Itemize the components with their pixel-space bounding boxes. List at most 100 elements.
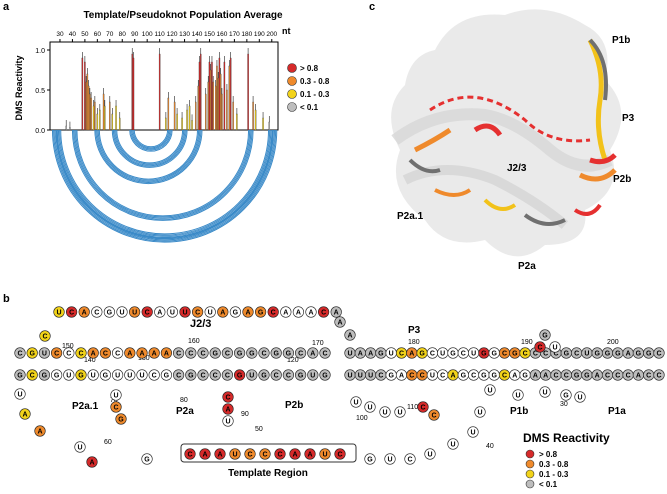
nucleotide-letter: U <box>477 410 482 417</box>
nt-number-180: 180 <box>408 339 420 346</box>
structure-illustration: P1b P3 J2/3 P2b P2a.1 P2a <box>391 9 635 272</box>
bar <box>262 117 264 131</box>
y-axis-label: DMS Reactivity <box>14 55 24 120</box>
x-tick-label: 120 <box>167 31 178 38</box>
nucleotide-letter: A <box>202 452 207 459</box>
nucleotide-letter: A <box>89 460 94 467</box>
dms-legend-label: > 0.8 <box>539 450 558 459</box>
bar <box>210 69 212 131</box>
bar <box>65 125 67 131</box>
nucleotide-letter: G <box>615 351 621 358</box>
nucleotide-letter: A <box>533 373 538 380</box>
secondary-structure-diagram: J2/3 P3 P2a.1 P2a P2b P1b P1a 150 160 17… <box>14 306 665 489</box>
nucleotide <box>184 448 196 460</box>
bar <box>252 101 254 131</box>
nucleotide-letter: G <box>584 373 590 380</box>
nucleotide-letter: G <box>286 351 292 358</box>
nucleotide-letter: A <box>82 310 87 317</box>
nucleotide <box>244 448 256 460</box>
nucleotide <box>53 306 65 318</box>
nucleotide <box>394 406 406 418</box>
nucleotide <box>103 306 115 318</box>
nucleotide-letter: A <box>22 412 27 419</box>
nucleotide <box>75 369 87 381</box>
x-tick-label: 50 <box>81 31 89 38</box>
nucleotide <box>116 306 128 318</box>
nucleotide <box>217 306 229 318</box>
nucleotide <box>467 426 479 438</box>
nucleotide-letter: C <box>430 351 435 358</box>
nucleotide-letter: C <box>626 373 631 380</box>
nucleotide <box>534 341 546 353</box>
nucleotide-letter: U <box>552 345 557 352</box>
nucleotide <box>417 401 429 413</box>
nucleotide-letter: A <box>308 310 313 317</box>
nt-number-170: 170 <box>312 340 324 347</box>
nucleotide <box>379 406 391 418</box>
nucleotide <box>110 389 122 401</box>
nucleotide <box>87 369 99 381</box>
pairing-arc <box>94 129 203 184</box>
nucleotide <box>267 306 279 318</box>
nucleotide-letter: C <box>537 345 542 352</box>
nucleotide-letter: U <box>382 410 387 417</box>
bar <box>186 109 188 131</box>
bar <box>87 85 90 131</box>
panel-label-b: b <box>3 293 10 305</box>
nucleotide-letter: C <box>502 373 507 380</box>
nucleotide-letter: U <box>577 395 582 402</box>
nucleotide-letter: U <box>450 442 455 449</box>
nucleotide-letter: U <box>56 310 61 317</box>
legend-swatch <box>287 89 297 99</box>
nucleotide-letter: U <box>170 310 175 317</box>
nucleotide-letter: C <box>523 351 528 358</box>
nucleotide-letter: U <box>430 373 435 380</box>
nucleotide-letter: C <box>261 351 266 358</box>
nucleotide-letter: U <box>115 373 120 380</box>
bar <box>236 113 238 131</box>
bar <box>226 89 228 131</box>
bar <box>89 93 91 131</box>
nucleotide-letter: C <box>646 373 651 380</box>
nucleotide <box>160 347 172 359</box>
bar <box>195 101 197 131</box>
nucleotide-letter: G <box>29 351 35 358</box>
nucleotide-letter: U <box>471 351 476 358</box>
x-tick-label: 180 <box>241 31 252 38</box>
nucleotide <box>222 415 234 427</box>
nucleotide-letter: C <box>42 334 47 341</box>
bar <box>131 53 133 131</box>
nucleotide-letter: C <box>286 373 291 380</box>
bar <box>69 127 71 131</box>
nucleotide-letter: C <box>420 373 425 380</box>
pairing-arc <box>98 129 199 180</box>
nucleotide-letter: A <box>91 351 96 358</box>
nucleotide <box>295 347 307 359</box>
nucleotide-letter: G <box>144 457 150 464</box>
nucleotide <box>319 369 331 381</box>
nucleotide-letter: A <box>139 351 144 358</box>
nucleotide-letter: U <box>249 373 254 380</box>
x-tick-label: 130 <box>179 31 190 38</box>
nucleotide <box>653 347 665 359</box>
x-tick-label: 190 <box>254 31 265 38</box>
nucleotide <box>78 306 90 318</box>
nucleotide <box>136 347 148 359</box>
nucleotide-letter: A <box>334 310 339 317</box>
bar <box>104 105 106 131</box>
nucleotide <box>63 347 75 359</box>
nucleotide-letter: C <box>94 310 99 317</box>
nucleotide-letter: A <box>37 429 42 436</box>
panel-label-a: a <box>3 1 10 13</box>
nucleotide-letter: A <box>347 333 352 340</box>
nt-number-190: 190 <box>521 339 533 346</box>
nucleotide <box>99 347 111 359</box>
nucleotide <box>242 306 254 318</box>
x-tick-label: 40 <box>69 31 77 38</box>
nucleotide-letter: C <box>176 351 181 358</box>
nucleotide <box>270 369 282 381</box>
nucleotide <box>173 347 185 359</box>
nucleotide-layer: U C A C G U U C A U U C U A G A G C A A A C AC A A U C C C A A U CU A A G U C… <box>14 306 665 468</box>
nucleotide <box>255 306 267 318</box>
nt-number-200: 200 <box>607 339 619 346</box>
